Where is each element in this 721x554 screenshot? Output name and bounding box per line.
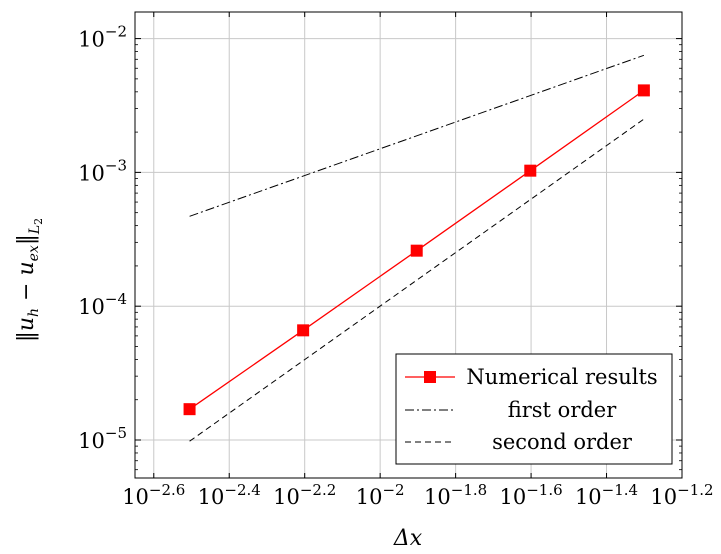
y-tick-label: 10−4 <box>78 290 127 319</box>
y-tick-label-base: 10 <box>78 429 105 453</box>
axes <box>134 11 683 479</box>
x-tick-label-base: 10 <box>650 485 677 509</box>
y-tick-label-base: 10 <box>78 28 105 52</box>
x-tick-label: 10−1.6 <box>499 481 562 509</box>
series-line-2 <box>189 118 645 442</box>
x-tick-label-base: 10 <box>575 485 602 509</box>
x-tick-label: 10−1.8 <box>424 481 487 509</box>
x-tick-label-exponent: −1.4 <box>602 481 638 499</box>
x-tick-label: 10−1.2 <box>650 481 713 509</box>
x-tick-label-base: 10 <box>273 485 300 509</box>
legend-box <box>395 353 673 465</box>
legend: Numerical results first order second ord… <box>395 353 673 465</box>
plot-frame <box>134 11 683 479</box>
y-axis-title-minus: − <box>14 276 39 308</box>
y-tick-label-base: 10 <box>78 161 105 185</box>
svg-text:‖uh − uex‖L2: ‖uh − uex‖L2 <box>14 218 45 342</box>
y-tick-label: 10−2 <box>78 23 127 52</box>
data-point-marker <box>637 84 650 97</box>
y-axis-title-u2: u <box>14 261 39 275</box>
y-tick-label-exponent: −4 <box>105 290 127 308</box>
tick-labels: 10−2.6 10−2.4 10−2.2 10−2 10−1.8 10−1.6 10−1.4… <box>78 23 713 509</box>
y-axis-title-sub-ex: ex <box>26 245 42 261</box>
y-axis-title-sub-2: 2 <box>32 218 45 225</box>
y-axis-title-norm-right: ‖ <box>14 234 39 245</box>
x-tick-label-exponent: −2.4 <box>224 481 260 499</box>
series-layer <box>183 54 650 442</box>
y-axis-title-u: u <box>14 317 39 331</box>
x-tick-label-exponent: −1.2 <box>677 481 713 499</box>
y-tick-label: 10−5 <box>78 424 127 453</box>
x-tick-label-exponent: −2.6 <box>149 481 185 499</box>
y-axis-title-sub-l2: L <box>27 225 43 235</box>
x-tick-label-base: 10 <box>424 485 451 509</box>
x-axis-title: Δx <box>393 526 423 551</box>
x-tick-label: 10−1.4 <box>575 481 638 509</box>
legend-marker-numerical <box>424 371 436 383</box>
x-tick-label-base: 10 <box>356 485 383 509</box>
x-tick-label: 10−2.4 <box>198 481 261 509</box>
x-tick-label-exponent: −2.2 <box>300 481 336 499</box>
x-tick-label: 10−2 <box>356 481 405 509</box>
x-tick-label: 10−2.6 <box>122 481 185 509</box>
y-tick-label-exponent: −2 <box>105 23 127 41</box>
y-axis-title-sub-h: h <box>26 308 42 317</box>
y-axis-title-norm-left: ‖ <box>14 331 39 342</box>
y-axis-title: ‖uh − uex‖L2 <box>14 218 45 342</box>
y-tick-label-base: 10 <box>78 295 105 319</box>
y-tick-label: 10−3 <box>78 156 127 185</box>
x-tick-label: 10−2.2 <box>273 481 336 509</box>
legend-label-numerical: Numerical results <box>466 365 657 389</box>
x-tick-label-base: 10 <box>499 485 526 509</box>
x-tick-label-exponent: −1.8 <box>451 481 487 499</box>
data-point-marker <box>183 403 196 416</box>
x-tick-label-base: 10 <box>122 485 149 509</box>
x-tick-label-exponent: −1.6 <box>526 481 562 499</box>
legend-label-second-order: second order <box>492 430 633 454</box>
data-point-marker <box>297 324 310 337</box>
y-tick-label-exponent: −5 <box>105 424 127 442</box>
data-point-marker <box>524 164 537 177</box>
y-tick-label-exponent: −3 <box>105 156 127 174</box>
series-line-1 <box>189 54 645 217</box>
legend-label-first-order: first order <box>508 398 617 422</box>
data-point-marker <box>410 244 423 257</box>
x-tick-label-exponent: −2 <box>382 481 404 499</box>
x-tick-label-base: 10 <box>198 485 225 509</box>
